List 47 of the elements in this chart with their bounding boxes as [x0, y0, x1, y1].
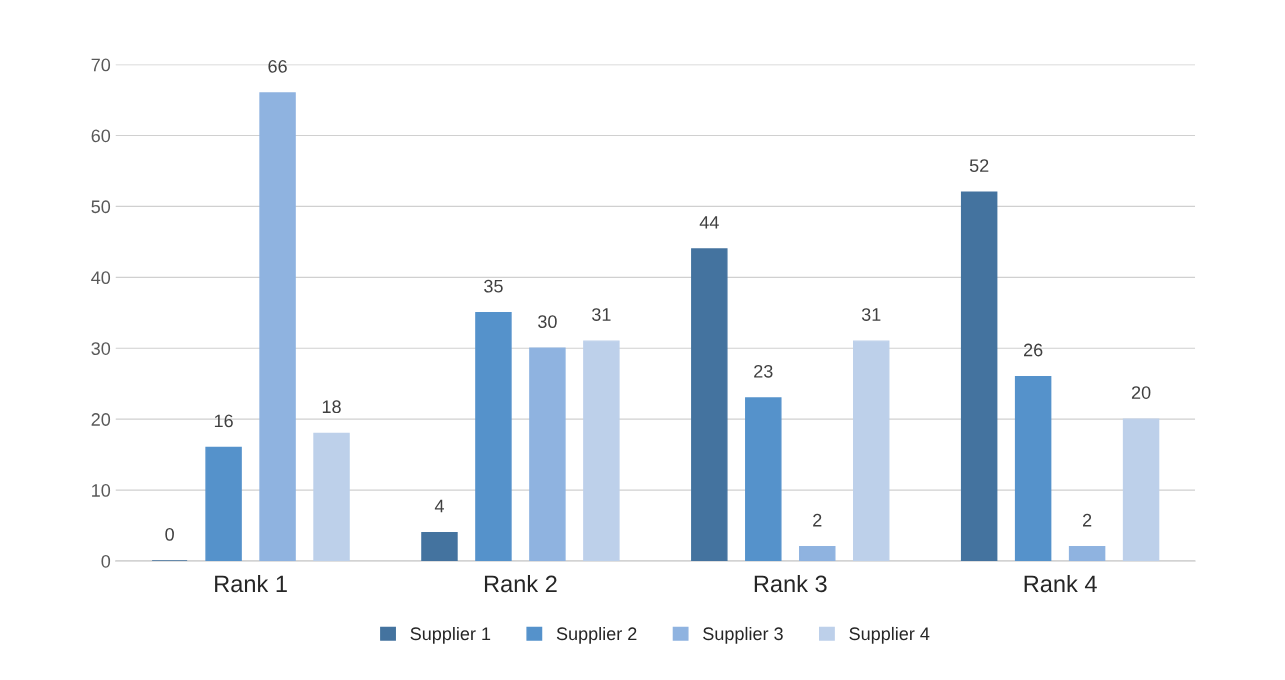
- x-tick-label: Rank 2: [484, 574, 557, 593]
- y-tick-label: 40: [91, 271, 111, 285]
- data-label: 2: [813, 513, 822, 527]
- data-label: 30: [538, 315, 557, 329]
- bar: [259, 92, 296, 561]
- bar: [960, 191, 998, 561]
- bar: [583, 340, 620, 561]
- bar: [529, 347, 566, 561]
- y-tick-label: 20: [91, 413, 111, 426]
- bar: [745, 397, 782, 561]
- y-tick-label: 70: [91, 58, 111, 72]
- y-tick-label: 30: [91, 342, 111, 355]
- legend-label: Supplier 2: [556, 626, 637, 644]
- x-tick-label: Rank 1: [215, 574, 287, 593]
- data-label: 20: [1131, 386, 1151, 399]
- bar: [1122, 418, 1160, 561]
- x-tick-label: Rank 4: [1024, 574, 1097, 593]
- bar: [691, 248, 728, 561]
- bar: [313, 432, 350, 561]
- data-label: 31: [861, 308, 881, 321]
- y-tick-label: 0: [101, 554, 111, 568]
- data-label: 26: [1024, 343, 1043, 357]
- bar: [1014, 375, 1052, 561]
- bar: [799, 546, 836, 561]
- bar: [475, 312, 512, 561]
- data-label: 16: [214, 414, 233, 428]
- data-label: 44: [699, 216, 719, 229]
- data-label: 18: [322, 400, 341, 414]
- data-label: 31: [592, 308, 611, 321]
- data-label: 23: [754, 364, 773, 378]
- data-label: 4: [434, 499, 444, 513]
- data-label: 52: [969, 159, 989, 173]
- bar: [1068, 546, 1106, 561]
- y-tick-label: 50: [91, 200, 111, 214]
- y-tick-label: 60: [91, 129, 111, 143]
- bar: [852, 340, 890, 561]
- legend-label: Supplier 1: [410, 626, 491, 644]
- legend-label: Supplier 4: [849, 626, 930, 644]
- data-label: 35: [484, 279, 503, 293]
- bar: [421, 531, 458, 561]
- bar: [205, 446, 242, 561]
- data-label: 66: [268, 59, 287, 73]
- legend-label: Supplier 3: [703, 626, 783, 644]
- x-tick-label: Rank 3: [754, 574, 827, 593]
- data-label: 2: [1083, 513, 1092, 527]
- y-tick-label: 10: [92, 484, 111, 497]
- data-label: 0: [165, 527, 174, 541]
